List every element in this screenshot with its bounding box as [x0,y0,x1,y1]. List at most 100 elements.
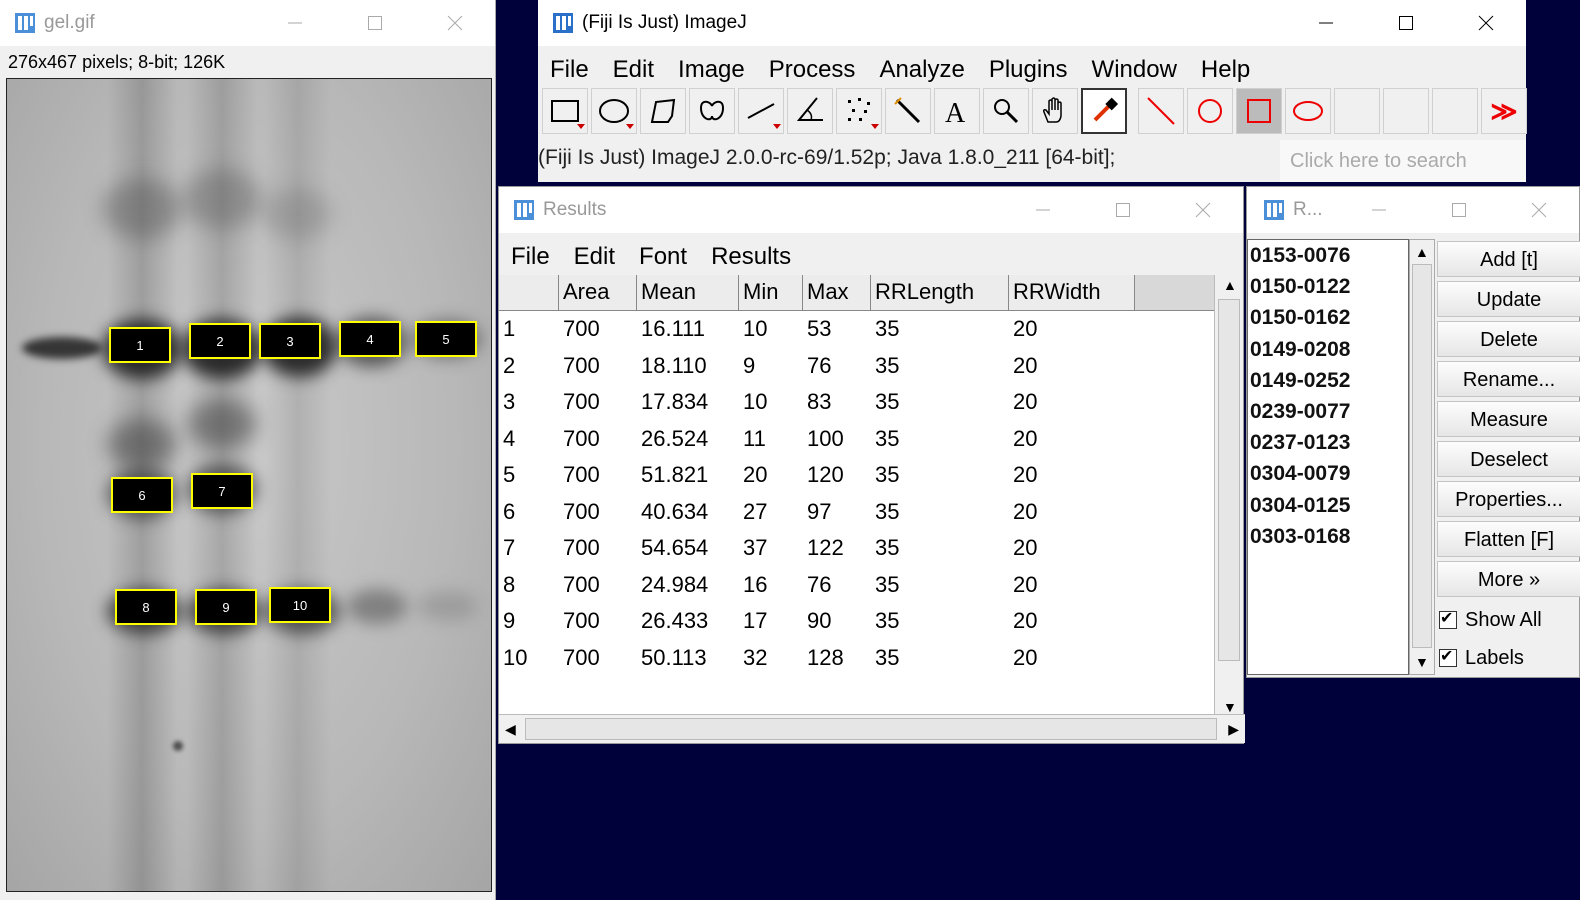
update-button[interactable]: Update [1437,281,1580,317]
roi-box-2[interactable]: 2 [189,323,251,359]
text-tool[interactable]: A [934,88,980,134]
freehand-tool[interactable] [689,88,735,134]
maximize-button[interactable] [1366,0,1446,46]
column-header-area[interactable]: Area [559,275,637,311]
maximize-button[interactable] [335,0,415,46]
checkbox-checked-icon[interactable] [1439,646,1457,667]
gel-window-titlebar[interactable]: gel.gif [0,0,495,46]
results-vertical-scrollbar[interactable]: ▲ ▼ [1214,275,1243,717]
roi-box-7[interactable]: 7 [191,473,253,509]
roi-list-item[interactable]: 0150-0122 [1250,275,1351,299]
roi-list-item[interactable]: 0304-0125 [1250,493,1351,517]
close-button[interactable] [1163,187,1243,233]
results-window[interactable]: Results File Edit Font Results Area Mean… [498,186,1245,744]
scroll-up-icon[interactable]: ▲ [1223,277,1237,293]
menu-analyze[interactable]: Analyze [879,56,965,83]
table-row[interactable]: 7 700 54.654 37 122 35 20 [499,530,1215,567]
rename-button[interactable]: Rename... [1437,361,1580,397]
minimize-button[interactable] [1003,187,1083,233]
roi-list-scrollbar[interactable]: ▲ ▼ [1409,239,1435,675]
results-titlebar[interactable]: Results [499,187,1243,233]
table-row[interactable]: 1 700 16.111 10 53 35 20 [499,311,1215,348]
flatten-button[interactable]: Flatten [F] [1437,521,1580,557]
zoom-tool[interactable] [983,88,1029,134]
roi-list-item[interactable]: 0149-0208 [1250,337,1351,361]
imagej-titlebar[interactable]: (Fiji Is Just) ImageJ [538,0,1526,46]
minimize-button[interactable] [1339,187,1419,233]
checkbox-checked-icon[interactable] [1439,608,1457,629]
menu-help[interactable]: Help [1200,56,1251,83]
roi-list-item[interactable]: 0239-0077 [1250,400,1351,424]
roi-box-6[interactable]: 6 [111,477,173,513]
deselect-button[interactable]: Deselect [1437,441,1580,477]
scroll-down-icon[interactable]: ▼ [1415,654,1429,670]
delete-button[interactable]: Delete [1437,321,1580,357]
minimize-button[interactable] [1286,0,1366,46]
scroll-up-icon[interactable]: ▲ [1415,244,1429,260]
labels-checkbox[interactable]: Labels [1437,639,1580,677]
color-picker-tool[interactable] [1081,88,1127,134]
properties-button[interactable]: Properties... [1437,481,1580,517]
scrollbar-thumb[interactable] [1218,299,1240,661]
roi-list-item[interactable]: 0304-0079 [1250,462,1351,486]
line-tool[interactable] [738,88,784,134]
results-menu-file[interactable]: File [511,243,550,270]
rectangle-shape-tool[interactable] [1236,88,1282,134]
menu-edit[interactable]: Edit [612,56,655,83]
table-row[interactable]: 5 700 51.821 20 120 35 20 [499,457,1215,494]
circle-shape-tool[interactable] [1187,88,1233,134]
command-search-box[interactable]: Click here to search [1280,140,1526,182]
more-button[interactable]: More » [1437,561,1580,597]
scrollbar-thumb[interactable] [525,718,1217,740]
table-row[interactable]: 10 700 50.113 32 128 35 20 [499,640,1215,677]
ellipse-shape-tool[interactable] [1285,88,1331,134]
empty-tool-slot[interactable] [1432,88,1478,134]
menu-file[interactable]: File [550,56,589,83]
more-tools-button[interactable]: ≫ [1481,88,1527,134]
column-header-index[interactable] [499,275,559,311]
roi-list-item[interactable]: 0149-0252 [1250,368,1351,392]
roi-box-10[interactable]: 10 [269,587,331,623]
close-button[interactable] [1499,187,1579,233]
maximize-button[interactable] [1083,187,1163,233]
show-all-checkbox[interactable]: Show All [1437,601,1580,639]
roi-list-item[interactable]: 0153-0076 [1250,244,1351,267]
minimize-button[interactable] [255,0,335,46]
scroll-right-icon[interactable]: ▶ [1228,721,1239,737]
column-header-rrlength[interactable]: RRLength [871,275,1009,311]
close-button[interactable] [1446,0,1526,46]
imagej-main-window[interactable]: (Fiji Is Just) ImageJ File Edit Image Pr… [538,0,1527,182]
gel-image-window[interactable]: gel.gif 276x467 pixels; 8-bit; 126K [0,0,496,900]
roi-manager-window[interactable]: R... 0153-0076 0150-0122 0150-0162 0149-… [1246,186,1580,678]
empty-tool-slot[interactable] [1383,88,1429,134]
menu-plugins[interactable]: Plugins [988,56,1068,83]
results-menu-results[interactable]: Results [711,243,792,270]
roi-list-item[interactable]: 0237-0123 [1250,431,1351,455]
results-menu-edit[interactable]: Edit [573,243,616,270]
menu-image[interactable]: Image [678,56,745,83]
table-row[interactable]: 4 700 26.524 11 100 35 20 [499,421,1215,458]
roi-list-item[interactable]: 0303-0168 [1250,524,1351,548]
angle-tool[interactable] [787,88,833,134]
column-header-min[interactable]: Min [739,275,803,311]
table-row[interactable]: 9 700 26.433 17 90 35 20 [499,603,1215,640]
roi-list[interactable]: 0153-0076 0150-0122 0150-0162 0149-0208 … [1247,239,1409,675]
rectangle-tool[interactable] [542,88,588,134]
results-menu-font[interactable]: Font [639,243,688,270]
table-row[interactable]: 3 700 17.834 10 83 35 20 [499,384,1215,421]
roi-box-4[interactable]: 4 [339,321,401,357]
table-row[interactable]: 2 700 18.110 9 76 35 20 [499,348,1215,385]
gel-image-canvas[interactable]: 1 2 3 4 5 6 7 8 9 10 [6,78,492,892]
roi-box-1[interactable]: 1 [109,327,171,363]
polygon-tool[interactable] [640,88,686,134]
roi-box-9[interactable]: 9 [195,589,257,625]
results-horizontal-scrollbar[interactable]: ◀ ▶ [499,714,1245,743]
scroll-left-icon[interactable]: ◀ [505,721,516,737]
roi-box-8[interactable]: 8 [115,589,177,625]
oval-tool[interactable] [591,88,637,134]
point-tool[interactable] [836,88,882,134]
wand-tool[interactable] [885,88,931,134]
scroll-down-icon[interactable]: ▼ [1223,699,1237,715]
measure-button[interactable]: Measure [1437,401,1580,437]
hand-tool[interactable] [1032,88,1078,134]
